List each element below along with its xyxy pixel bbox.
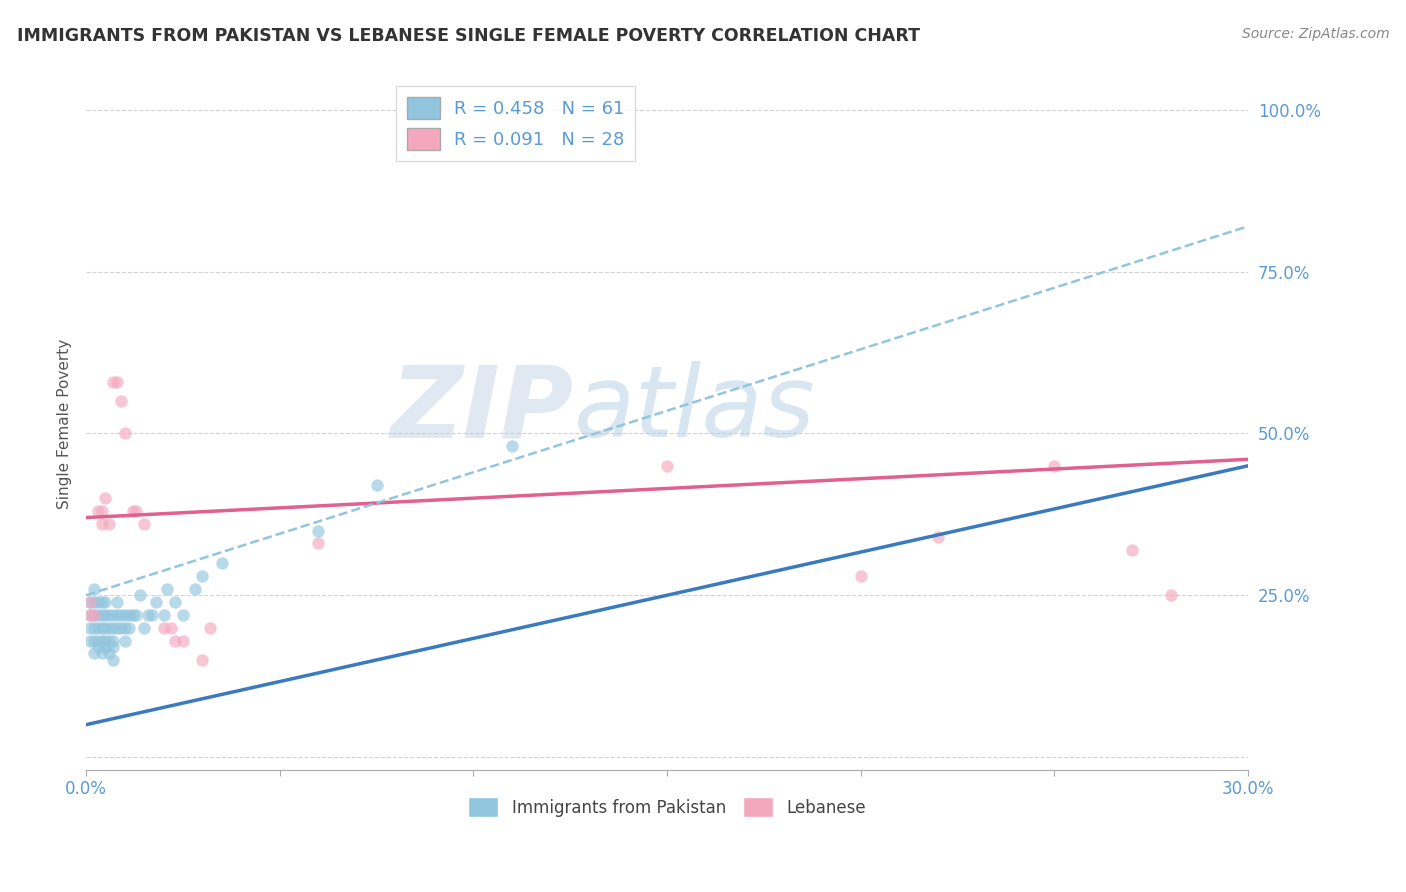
Point	[86, 640, 108, 654]
Point	[105, 621, 128, 635]
Point	[83, 647, 105, 661]
Point	[125, 607, 148, 622]
Point	[121, 607, 143, 622]
Point	[90, 516, 112, 531]
Point	[90, 504, 112, 518]
Point	[83, 582, 105, 596]
Point	[307, 524, 329, 538]
Point	[114, 607, 136, 622]
Point	[83, 595, 105, 609]
Point	[101, 633, 124, 648]
Point	[165, 595, 187, 609]
Point	[152, 621, 174, 635]
Point	[98, 647, 121, 661]
Point	[134, 516, 156, 531]
Point	[101, 375, 124, 389]
Point	[79, 633, 101, 648]
Point	[125, 504, 148, 518]
Point	[172, 607, 194, 622]
Point	[94, 491, 117, 505]
Point	[198, 621, 221, 635]
Point	[165, 633, 187, 648]
Point	[927, 530, 949, 544]
Point	[83, 621, 105, 635]
Text: atlas: atlas	[574, 361, 815, 458]
Point	[172, 633, 194, 648]
Point	[94, 640, 117, 654]
Point	[79, 595, 101, 609]
Point	[105, 375, 128, 389]
Point	[86, 595, 108, 609]
Point	[211, 556, 233, 570]
Point	[101, 621, 124, 635]
Point	[98, 607, 121, 622]
Point	[86, 633, 108, 648]
Point	[118, 621, 141, 635]
Point	[145, 595, 167, 609]
Point	[94, 595, 117, 609]
Point	[94, 607, 117, 622]
Point	[105, 607, 128, 622]
Point	[501, 439, 523, 453]
Point	[98, 516, 121, 531]
Point	[101, 653, 124, 667]
Point	[110, 394, 132, 409]
Point	[90, 595, 112, 609]
Point	[101, 607, 124, 622]
Point	[307, 536, 329, 550]
Point	[94, 621, 117, 635]
Point	[110, 607, 132, 622]
Y-axis label: Single Female Poverty: Single Female Poverty	[58, 339, 72, 508]
Point	[1121, 543, 1143, 558]
Point	[86, 504, 108, 518]
Point	[141, 607, 163, 622]
Point	[129, 588, 152, 602]
Point	[79, 621, 101, 635]
Point	[79, 595, 101, 609]
Point	[366, 478, 388, 492]
Point	[160, 621, 183, 635]
Point	[98, 621, 121, 635]
Point	[152, 607, 174, 622]
Point	[90, 607, 112, 622]
Point	[90, 633, 112, 648]
Point	[83, 633, 105, 648]
Point	[1160, 588, 1182, 602]
Point	[136, 607, 159, 622]
Point	[79, 607, 101, 622]
Text: Source: ZipAtlas.com: Source: ZipAtlas.com	[1241, 27, 1389, 41]
Point	[90, 647, 112, 661]
Point	[94, 633, 117, 648]
Point	[118, 607, 141, 622]
Point	[156, 582, 179, 596]
Point	[1043, 458, 1066, 473]
Point	[183, 582, 205, 596]
Point	[114, 426, 136, 441]
Point	[191, 569, 214, 583]
Text: ZIP: ZIP	[391, 361, 574, 458]
Point	[114, 621, 136, 635]
Point	[191, 653, 214, 667]
Point	[83, 607, 105, 622]
Point	[655, 458, 678, 473]
Text: IMMIGRANTS FROM PAKISTAN VS LEBANESE SINGLE FEMALE POVERTY CORRELATION CHART: IMMIGRANTS FROM PAKISTAN VS LEBANESE SIN…	[17, 27, 920, 45]
Point	[105, 595, 128, 609]
Point	[86, 607, 108, 622]
Point	[79, 607, 101, 622]
Point	[114, 633, 136, 648]
Legend: Immigrants from Pakistan, Lebanese: Immigrants from Pakistan, Lebanese	[461, 790, 872, 824]
Point	[90, 621, 112, 635]
Point	[849, 569, 872, 583]
Point	[121, 504, 143, 518]
Point	[98, 633, 121, 648]
Point	[110, 621, 132, 635]
Point	[83, 607, 105, 622]
Point	[134, 621, 156, 635]
Point	[86, 621, 108, 635]
Point	[101, 640, 124, 654]
